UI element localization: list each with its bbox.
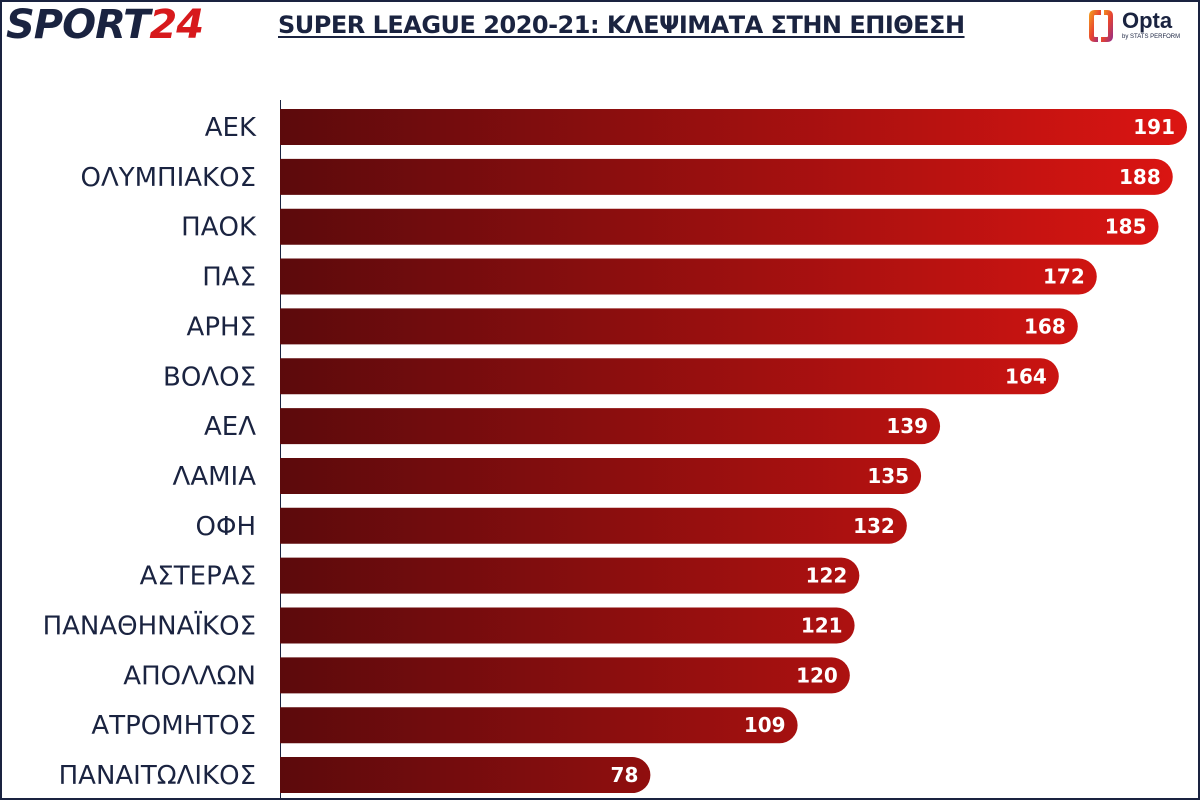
data-label: 121 xyxy=(801,614,843,638)
sport24-logo: SPORT24 xyxy=(6,2,204,48)
data-label: 168 xyxy=(1024,314,1066,338)
opta-mark-icon xyxy=(1089,10,1113,42)
category-label: ΒΟΛΟΣ xyxy=(163,362,256,392)
data-label: 78 xyxy=(611,763,639,787)
bar xyxy=(280,158,1173,195)
category-label: ΟΦΗ xyxy=(196,512,256,542)
bar xyxy=(280,258,1097,295)
bar xyxy=(280,358,1059,395)
category-label: ΟΛΥΜΠΙΑΚΟΣ xyxy=(80,163,256,193)
data-label: 188 xyxy=(1119,165,1161,189)
category-label: ΛΑΜΙΑ xyxy=(173,462,257,492)
data-label: 139 xyxy=(886,414,928,438)
bar xyxy=(280,657,850,694)
bar xyxy=(280,109,1187,145)
logo-text-sport: SPORT xyxy=(6,2,150,48)
category-label: ΑΕΛ xyxy=(204,412,256,442)
category-label: ΠΑΝΑΙΤΩΛΙΚΟΣ xyxy=(59,761,256,791)
data-label: 120 xyxy=(796,663,838,687)
category-label: ΠΑΟΚ xyxy=(181,213,257,243)
opta-subtitle: by STATS PERFORM xyxy=(1122,34,1181,40)
data-label: 172 xyxy=(1043,265,1085,289)
data-label: 164 xyxy=(1005,364,1047,388)
bar xyxy=(280,557,860,594)
category-label: ΑΣΤΕΡΑΣ xyxy=(140,562,256,592)
category-label: ΑΡΗΣ xyxy=(187,312,256,342)
header: SPORT24 SUPER LEAGUE 2020-21: ΚΛΕΨΙΜΑΤΑ … xyxy=(2,2,1198,50)
bar xyxy=(280,507,907,544)
category-labels: ΑΕΚ ΟΛΥΜΠΙΑΚΟΣ ΠΑΟΚ ΠΑΣ ΑΡΗΣ ΒΟΛΟΣ ΑΕΛ ΛΑΜΙΑ ΟΦΗ… xyxy=(43,113,257,791)
data-label: 122 xyxy=(806,564,848,588)
category-label: ΑΤΡΟΜΗΤΟΣ xyxy=(91,711,256,741)
bar xyxy=(280,408,941,445)
value-labels: 191 188 185 172 168 164 139 135 132 122 121 120 109 7… xyxy=(611,115,1175,787)
opta-logo: Opta by STATS PERFORM xyxy=(1086,6,1196,46)
bar xyxy=(280,208,1159,245)
bar-series xyxy=(280,109,1187,794)
data-label: 185 xyxy=(1105,215,1147,239)
category-label: ΠΑΝΑΘΗΝΑΪΚΟΣ xyxy=(43,610,256,642)
bar xyxy=(280,757,651,794)
bar xyxy=(280,707,798,744)
opta-wordmark: Opta xyxy=(1122,8,1173,33)
category-label: ΠΑΣ xyxy=(202,263,256,293)
data-label: 109 xyxy=(744,713,786,737)
data-label: 191 xyxy=(1133,115,1175,139)
category-label: ΑΕΚ xyxy=(205,113,257,143)
data-label: 132 xyxy=(853,514,895,538)
bar xyxy=(280,607,855,644)
data-label: 135 xyxy=(867,464,909,488)
chart-title: SUPER LEAGUE 2020-21: ΚΛΕΨΙΜΑΤΑ ΣΤΗΝ ΕΠΙ… xyxy=(278,11,965,39)
logo-text-24: 24 xyxy=(149,2,204,48)
bar xyxy=(280,308,1078,345)
bar xyxy=(280,457,922,494)
category-label: ΑΠΟΛΛΩΝ xyxy=(123,661,256,691)
